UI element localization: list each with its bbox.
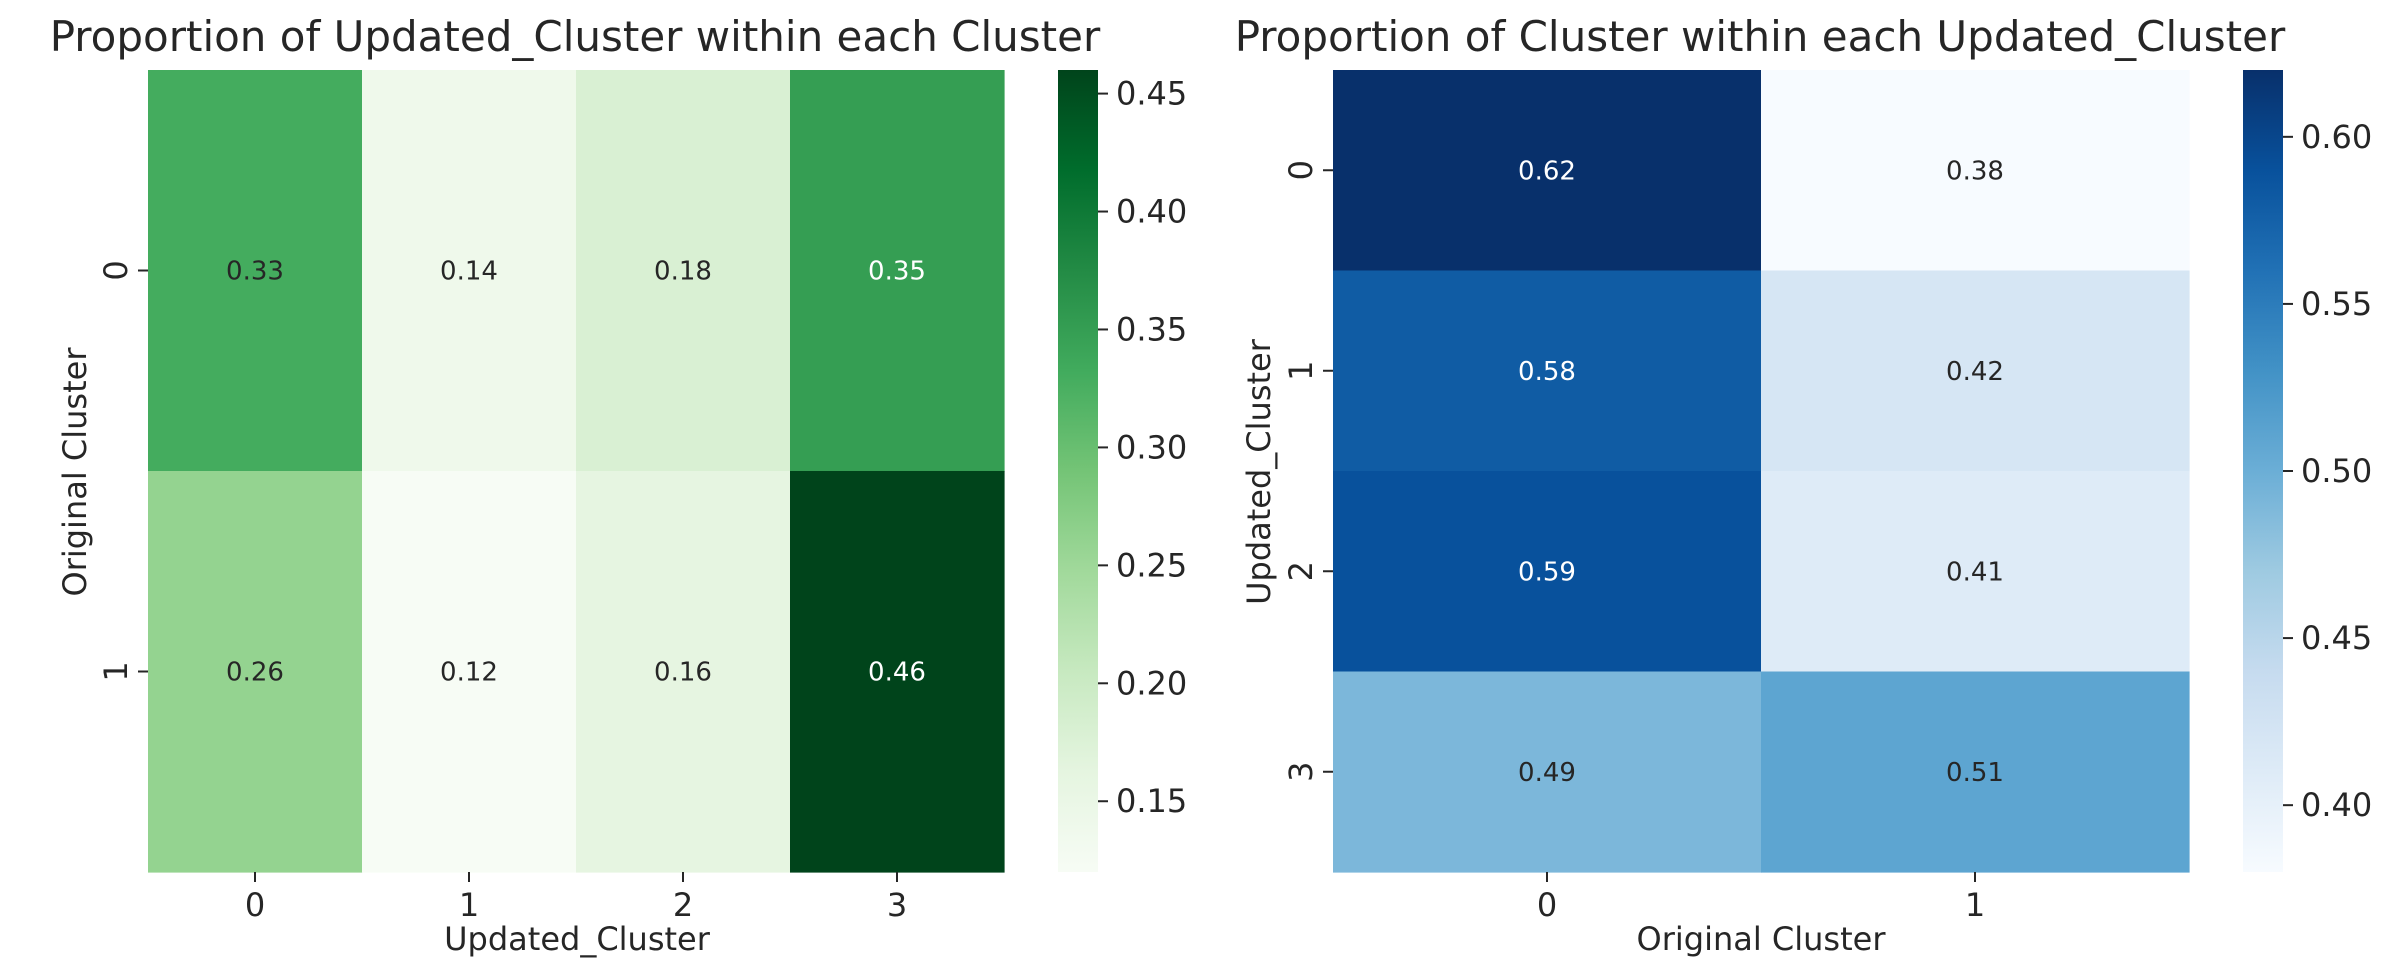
right-chart-title: Proportion of Cluster within each Update… [1235,12,2286,61]
right-heatmap-cell [1333,270,1762,472]
left-colorbar-tick-label: 0.25 [1116,546,1187,584]
left-y-ticks: 01 [97,260,148,682]
right-heatmap-cell [1761,471,2190,673]
left-chart-title: Proportion of Updated_Cluster within eac… [50,12,1101,61]
left-heatmap-cells: 0.33 0.14 0.18 0.35 0.26 0.12 0.16 0.46 [148,70,1005,873]
right-heatmap-panel: Proportion of Cluster within each Update… [1235,12,2373,958]
right-cell-value-label: 0.59 [1518,557,1576,587]
left-x-tick-label: 3 [887,886,907,924]
left-x-axis-label: Updated_Cluster [444,920,711,958]
right-heatmap-cell [1761,671,2190,873]
right-heatmap-cell [1761,70,2190,272]
left-cell-value-label: 0.18 [654,257,712,287]
left-heatmap-cell [362,70,577,472]
left-colorbar-gradient [1058,70,1098,872]
right-x-tick-label: 1 [1965,886,1985,924]
right-colorbar-tick-label: 0.40 [2301,786,2372,824]
right-y-tick-label: 1 [1282,361,1320,381]
right-colorbar-tick-label: 0.45 [2301,619,2372,657]
left-heatmap-cell [362,471,577,873]
left-colorbar-tick-label: 0.15 [1116,782,1187,820]
left-colorbar-tick-label: 0.20 [1116,664,1187,702]
right-cell-value-label: 0.42 [1946,357,2004,387]
right-colorbar-tick-label: 0.55 [2301,285,2372,323]
right-y-tick-label: 3 [1282,762,1320,782]
right-cell-value-label: 0.62 [1518,156,1576,186]
left-heatmap-cell [148,70,363,472]
left-colorbar: 0.15 0.20 0.25 0.30 0.35 0.40 0.45 [1058,70,1187,872]
right-colorbar-tick-label: 0.60 [2301,118,2372,156]
right-heatmap-cells: 0.62 0.38 0.58 0.42 0.59 0.41 0.49 0.51 [1333,70,2190,873]
left-cell-value-label: 0.16 [654,658,712,688]
right-heatmap-cell [1333,70,1762,272]
left-colorbar-tick-label: 0.30 [1116,428,1187,466]
left-heatmap-cell [148,471,363,873]
right-cell-value-label: 0.49 [1518,758,1576,788]
right-colorbar-tick-label: 0.50 [2301,452,2372,490]
left-cell-value-label: 0.12 [440,658,498,688]
left-x-tick-label: 0 [245,886,265,924]
left-cell-value-label: 0.35 [868,257,926,287]
left-colorbar-tick-label: 0.40 [1116,193,1187,231]
left-y-tick-label: 0 [97,260,135,280]
left-heatmap-cell [576,471,791,873]
left-colorbar-tick-label: 0.35 [1116,310,1187,348]
left-heatmap-cell [790,70,1005,472]
left-cell-value-label: 0.14 [440,257,498,287]
left-cell-value-label: 0.33 [226,257,284,287]
left-y-tick-label: 1 [97,661,135,681]
right-colorbar-gradient [2243,70,2283,872]
left-heatmap-panel: Proportion of Updated_Cluster within eac… [50,12,1188,958]
right-cell-value-label: 0.58 [1518,357,1576,387]
left-heatmap-cell [576,70,791,472]
right-y-tick-label: 0 [1282,160,1320,180]
left-x-ticks: 0 1 2 3 [245,872,907,924]
left-colorbar-tick-label: 0.45 [1116,75,1187,113]
left-y-axis-label: Original Cluster [56,347,94,597]
right-y-ticks: 0 1 2 3 [1282,160,1333,782]
left-x-tick-label: 1 [459,886,479,924]
right-y-tick-label: 2 [1282,561,1320,581]
right-heatmap-cell [1761,270,2190,472]
right-heatmap-cell [1333,671,1762,873]
left-x-tick-label: 2 [673,886,693,924]
right-cell-value-label: 0.51 [1946,758,2004,788]
left-heatmap-cell [790,471,1005,873]
right-x-tick-label: 0 [1537,886,1557,924]
right-colorbar: 0.40 0.45 0.50 0.55 0.60 [2243,70,2372,872]
left-cell-value-label: 0.26 [226,658,284,688]
right-heatmap-cell [1333,471,1762,673]
left-cell-value-label: 0.46 [868,658,926,688]
right-cell-value-label: 0.41 [1946,557,2004,587]
right-cell-value-label: 0.38 [1946,156,2004,186]
right-x-axis-label: Original Cluster [1637,920,1887,958]
right-y-axis-label: Updated_Cluster [1240,338,1278,605]
